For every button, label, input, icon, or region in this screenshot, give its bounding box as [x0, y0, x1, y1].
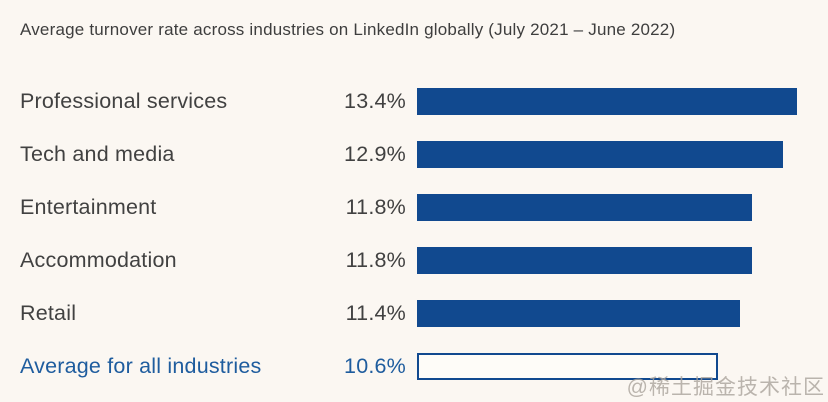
bar-area	[417, 353, 828, 380]
bar-area	[417, 247, 828, 274]
row-value: 13.4%	[344, 89, 406, 113]
row-label: Entertainment	[20, 195, 157, 219]
bar-area	[417, 88, 828, 115]
bar	[417, 194, 752, 221]
row-value: 12.9%	[344, 142, 406, 166]
row-label: Professional services	[20, 89, 228, 113]
row-value: 11.8%	[345, 248, 406, 272]
row-label: Accommodation	[20, 248, 177, 272]
watermark: @稀土掘金技术社区	[626, 376, 825, 399]
bar-area	[417, 194, 828, 221]
bar	[417, 353, 718, 380]
bar-rows: Professional services 13.4% Tech and med…	[0, 88, 828, 380]
bar	[417, 88, 797, 115]
row-value: 11.8%	[345, 195, 406, 219]
bar-row: Entertainment 11.8%	[0, 194, 828, 221]
bar-area	[417, 141, 828, 168]
bar	[417, 141, 783, 168]
row-label: Tech and media	[20, 142, 175, 166]
row-value: 11.4%	[345, 301, 406, 325]
bar-row: Accommodation 11.8%	[0, 247, 828, 274]
chart-title: Average turnover rate across industries …	[20, 20, 676, 39]
bar-area	[417, 300, 828, 327]
row-label: Retail	[20, 301, 77, 325]
bar-row: Professional services 13.4%	[0, 88, 828, 115]
bar-row: Tech and media 12.9%	[0, 141, 828, 168]
bar-row: Retail 11.4%	[0, 300, 828, 327]
row-label: Average for all industries	[20, 354, 262, 378]
bar-row: Average for all industries 10.6%	[0, 353, 828, 380]
bar	[417, 247, 752, 274]
row-value: 10.6%	[344, 354, 406, 378]
bar	[417, 300, 740, 327]
